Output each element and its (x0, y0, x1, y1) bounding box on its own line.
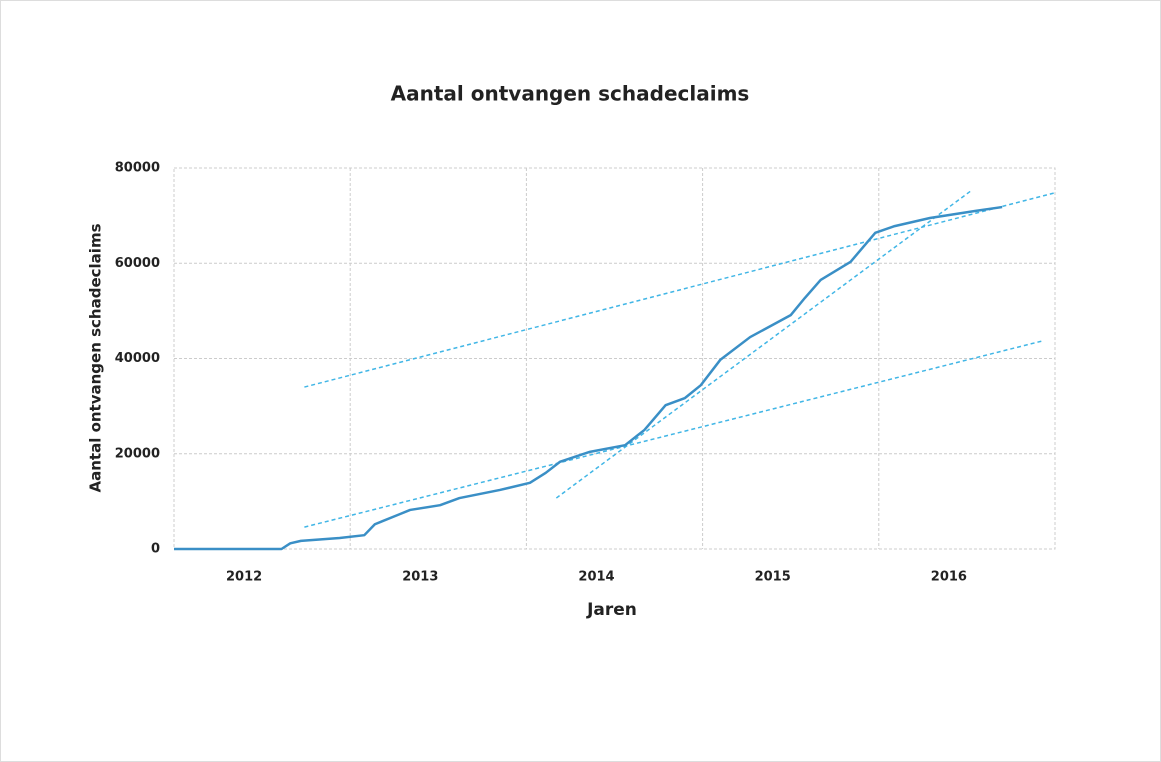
x-tick-label: 2016 (931, 570, 967, 585)
trendline (304, 192, 1056, 388)
y-tick-label: 40000 (115, 351, 160, 366)
x-tick-label: 2013 (402, 570, 438, 585)
trendline (555, 189, 973, 499)
y-tick-label: 20000 (115, 446, 160, 461)
y-tick-label: 60000 (115, 256, 160, 271)
x-axis-label: Jaren (586, 600, 637, 620)
x-tick-label: 2012 (226, 570, 262, 585)
data-line (174, 205, 1003, 551)
y-tick-label: 0 (151, 542, 160, 557)
x-tick-label: 2015 (755, 570, 791, 585)
chart-title: Aantal ontvangen schadeclaims (391, 82, 750, 106)
trendline (304, 340, 1043, 528)
x-tick-label: 2014 (578, 570, 614, 585)
y-tick-label: 80000 (115, 161, 160, 176)
y-axis-label: Aantal ontvangen schadeclaims (87, 223, 105, 492)
